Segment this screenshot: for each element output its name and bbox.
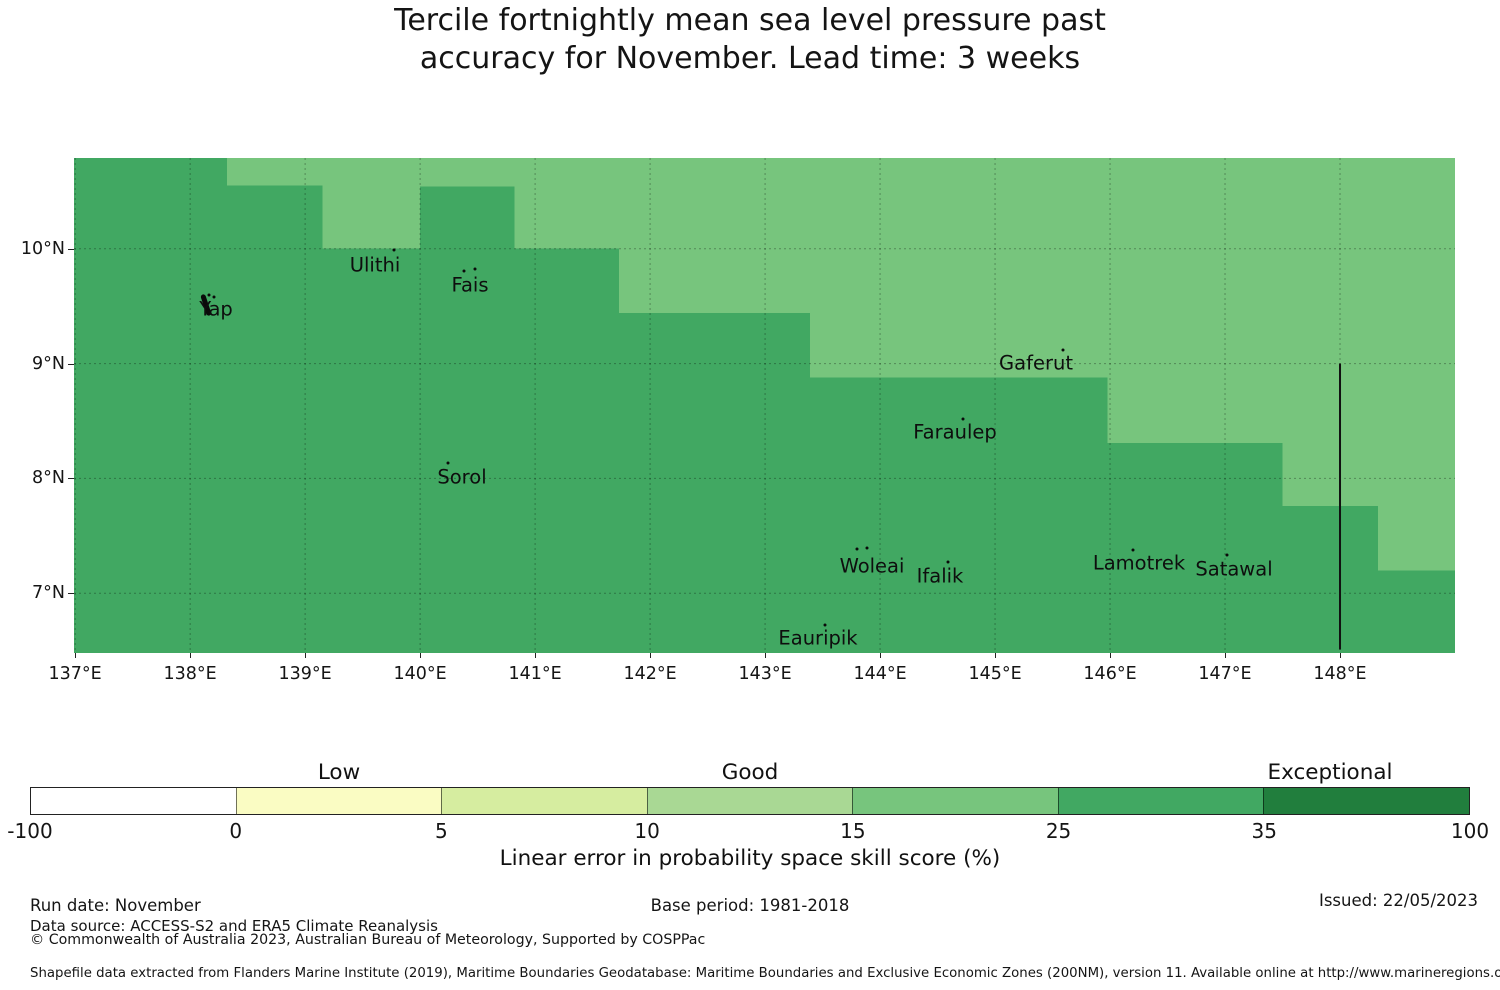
zone-25-35-fais-patch bbox=[420, 186, 515, 249]
island-marker-dot bbox=[946, 560, 950, 564]
x-tick-mark bbox=[535, 653, 537, 658]
colorbar-tick-label: 5 bbox=[435, 819, 448, 843]
y-tick-mark bbox=[68, 248, 74, 250]
copyright-text: © Commonwealth of Australia 2023, Austra… bbox=[30, 932, 706, 948]
map-canvas bbox=[74, 158, 1455, 653]
colorbar-segment bbox=[1057, 788, 1264, 814]
island-marker-dot bbox=[446, 461, 450, 465]
x-tick-mark bbox=[420, 653, 422, 658]
x-tick-label: 139°E bbox=[278, 664, 332, 684]
island-label-woleai: Woleai bbox=[839, 554, 905, 578]
zone-exceptional-25-35 bbox=[74, 158, 1455, 653]
island-marker-dot bbox=[392, 248, 396, 252]
island-marker-dot bbox=[212, 295, 216, 299]
island-marker-dot bbox=[1225, 553, 1229, 557]
y-tick-mark bbox=[68, 478, 74, 480]
island-label-faraulep: Faraulep bbox=[913, 420, 997, 444]
island-label-lamotrek: Lamotrek bbox=[1092, 551, 1186, 575]
data-source-text: Data source: ACCESS-S2 and ERA5 Climate … bbox=[30, 917, 438, 935]
colorbar-category-exceptional: Exceptional bbox=[1267, 760, 1393, 785]
x-tick-label: 147°E bbox=[1198, 664, 1252, 684]
x-tick-label: 143°E bbox=[738, 664, 792, 684]
island-label-ulithi: Ulithi bbox=[349, 253, 401, 277]
y-tick-label: 9°N bbox=[32, 353, 65, 374]
x-tick-mark bbox=[1340, 653, 1341, 658]
x-tick-label: 144°E bbox=[853, 664, 907, 684]
chart-title-line2: accuracy for November. Lead time: 3 week… bbox=[419, 41, 1081, 76]
colorbar-segment bbox=[646, 788, 853, 814]
colorbar-tick-label: 15 bbox=[840, 819, 866, 843]
colorbar-segment bbox=[235, 788, 442, 814]
x-tick-label: 141°E bbox=[508, 664, 562, 684]
colorbar-tick-label: 10 bbox=[634, 819, 660, 843]
island-marker-dot bbox=[207, 293, 211, 297]
x-tick-label: 145°E bbox=[968, 664, 1022, 684]
x-tick-mark bbox=[765, 653, 767, 658]
x-tick-mark bbox=[995, 653, 997, 658]
x-tick-mark bbox=[190, 653, 192, 658]
island-label-eauripik: Eauripik bbox=[778, 626, 858, 650]
island-marker-dot bbox=[823, 623, 827, 627]
y-tick-mark bbox=[68, 593, 74, 595]
x-tick-mark bbox=[880, 653, 882, 658]
x-tick-label: 148°E bbox=[1313, 664, 1367, 684]
island-label-sorol: Sorol bbox=[437, 465, 487, 489]
island-label-yap: Yap bbox=[199, 297, 233, 321]
colorbar-tick-label: 100 bbox=[1450, 819, 1490, 843]
colorbar-tick-label: -100 bbox=[7, 819, 53, 843]
x-tick-mark bbox=[75, 653, 77, 658]
x-tick-label: 142°E bbox=[623, 664, 677, 684]
colorbar-segment bbox=[1263, 788, 1470, 814]
colorbar-segment bbox=[441, 788, 647, 814]
island-label-gaferut: Gaferut bbox=[999, 351, 1073, 375]
x-tick-label: 138°E bbox=[163, 664, 217, 684]
island-marker-dot bbox=[855, 547, 859, 551]
island-marker-dot bbox=[1131, 548, 1135, 552]
x-tick-mark bbox=[1110, 653, 1112, 658]
colorbar-segment bbox=[31, 788, 236, 814]
island-marker-dot bbox=[1061, 348, 1065, 352]
y-tick-label: 7°N bbox=[32, 583, 65, 604]
chart-title-line1: Tercile fortnightly mean sea level press… bbox=[394, 3, 1106, 38]
base-period-text: Base period: 1981-2018 bbox=[650, 896, 850, 915]
island-label-fais: Fais bbox=[451, 273, 489, 297]
colorbar-tick-label: 35 bbox=[1251, 819, 1278, 843]
x-tick-mark bbox=[1225, 653, 1227, 658]
island-marker-dot bbox=[961, 417, 965, 421]
issued-date-text: Issued: 22/05/2023 bbox=[1318, 891, 1478, 910]
island-marker-dot bbox=[473, 267, 477, 271]
y-tick-mark bbox=[68, 363, 74, 365]
colorbar bbox=[30, 787, 1470, 815]
colorbar-category-good: Good bbox=[721, 760, 779, 785]
x-tick-mark bbox=[650, 653, 652, 658]
colorbar-tick-label: 25 bbox=[1045, 819, 1072, 843]
y-tick-label: 8°N bbox=[32, 468, 65, 489]
map-plot-area: Yap Ulithi Fais Sorol Gaferut Faraulep Woleai I… bbox=[74, 158, 1455, 653]
colorbar-category-low: Low bbox=[317, 760, 361, 785]
x-tick-mark bbox=[305, 653, 307, 658]
shapefile-attribution-text: Shapefile data extracted from Flanders M… bbox=[30, 966, 1500, 981]
x-tick-label: 137°E bbox=[48, 664, 102, 684]
colorbar-segment bbox=[852, 788, 1058, 814]
colorbar-axis-label: Linear error in probability space skill … bbox=[499, 846, 1001, 871]
island-label-satawal: Satawal bbox=[1195, 557, 1273, 581]
x-tick-label: 140°E bbox=[393, 664, 447, 684]
island-marker-dot bbox=[865, 546, 869, 550]
island-marker-dot bbox=[462, 269, 466, 273]
run-date-text: Run date: November bbox=[30, 896, 201, 915]
chart-title: Tercile fortnightly mean sea level press… bbox=[0, 2, 1500, 78]
x-tick-label: 146°E bbox=[1083, 664, 1137, 684]
colorbar-tick-label: 0 bbox=[229, 819, 243, 843]
island-label-ifalik: Ifalik bbox=[916, 564, 964, 588]
y-tick-label: 10°N bbox=[20, 238, 65, 259]
